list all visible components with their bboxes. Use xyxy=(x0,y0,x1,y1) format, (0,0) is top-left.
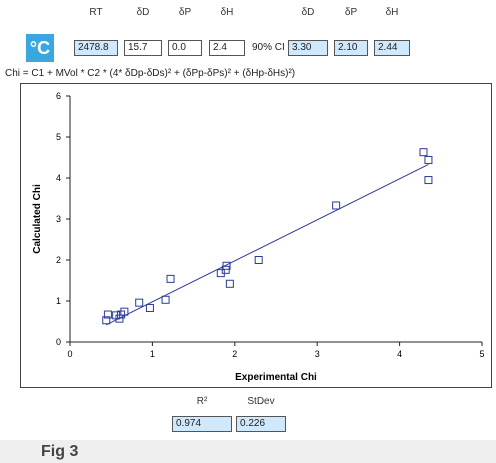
ci-dd-header: δD xyxy=(301,7,315,18)
data-point xyxy=(161,295,170,304)
r2-field: 0.974 xyxy=(172,416,232,432)
data-point xyxy=(115,314,124,323)
y-tick-label: 4 xyxy=(56,173,61,183)
data-point xyxy=(120,307,129,316)
data-point xyxy=(332,201,341,210)
y-tick-label: 5 xyxy=(56,132,61,142)
data-point xyxy=(254,256,263,264)
dd-field[interactable]: 15.7 xyxy=(124,40,162,56)
rt-header: RT xyxy=(89,7,103,18)
y-tick-label: 2 xyxy=(56,255,61,265)
ci-dp-field: 2.10 xyxy=(334,40,368,56)
ci-dh-header: δH xyxy=(385,7,399,18)
x-tick-label: 4 xyxy=(397,349,402,359)
x-tick-label: 2 xyxy=(232,349,237,359)
y-tick-label: 6 xyxy=(56,91,61,101)
x-tick-label: 3 xyxy=(315,349,320,359)
data-point xyxy=(424,176,433,185)
y-tick-label: 0 xyxy=(56,337,61,347)
data-point xyxy=(135,298,144,307)
celsius-button[interactable]: °C xyxy=(26,34,54,62)
plot-frame: 0 1 2 3 4 5 0 1 2 3 4 5 6 Experimental Chi Calculat… xyxy=(20,83,492,388)
y-axis-label: Calculated Chi xyxy=(32,184,43,254)
x-ticks: 0 1 2 3 4 5 xyxy=(67,342,485,359)
data-point xyxy=(103,310,112,319)
x-tick-label: 5 xyxy=(479,349,484,359)
ci-dh-field: 2.44 xyxy=(374,40,410,56)
ci-dd-field: 3.30 xyxy=(288,40,328,56)
data-point xyxy=(424,155,433,164)
data-points xyxy=(102,148,433,325)
dp-header: δP xyxy=(178,7,192,18)
data-point xyxy=(222,261,231,270)
stdev-field: 0.226 xyxy=(236,416,286,432)
data-point xyxy=(221,265,230,274)
dh-field[interactable]: 2.4 xyxy=(209,40,245,56)
chi-formula: Chi = C1 + MVol * C2 * (4* δDp-δDs)² + (… xyxy=(5,68,296,79)
data-point xyxy=(419,148,428,157)
data-point xyxy=(166,274,175,283)
ci-dp-header: δP xyxy=(344,7,358,18)
r2-label: R² xyxy=(196,396,208,407)
figure-label: Fig 3 xyxy=(41,443,79,460)
data-point xyxy=(102,316,111,325)
ci-label: 90% CI xyxy=(252,42,285,53)
data-point xyxy=(145,303,154,312)
x-axis-label: Experimental Chi xyxy=(235,372,317,383)
scatter-chart: 0 1 2 3 4 5 0 1 2 3 4 5 6 Experimental Chi Calculat… xyxy=(32,91,485,383)
dp-field[interactable]: 0.0 xyxy=(168,40,202,56)
stdev-label: StDev xyxy=(247,396,275,407)
dh-header: δH xyxy=(220,7,234,18)
y-tick-label: 3 xyxy=(56,214,61,224)
footer-bar: Fig 3 xyxy=(0,440,496,463)
y-tick-label: 1 xyxy=(56,296,61,306)
x-tick-label: 0 xyxy=(67,349,72,359)
x-tick-label: 1 xyxy=(150,349,155,359)
data-point xyxy=(225,279,234,288)
fit-line xyxy=(106,164,429,326)
rt-field[interactable]: 2478.8 xyxy=(74,40,118,56)
dd-header: δD xyxy=(136,7,150,18)
y-ticks: 0 1 2 3 4 5 6 xyxy=(56,91,70,347)
